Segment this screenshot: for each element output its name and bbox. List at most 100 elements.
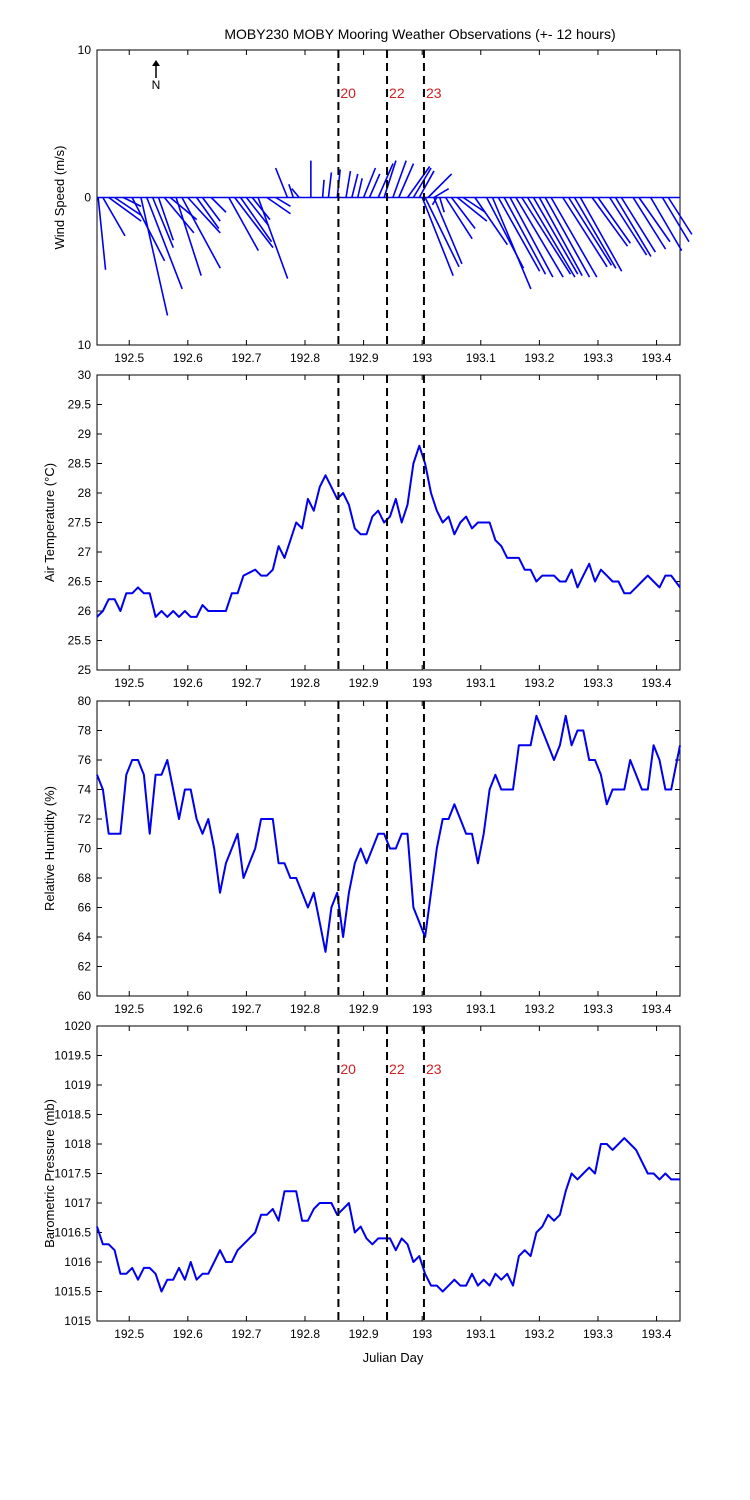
wind-stick bbox=[351, 173, 359, 198]
wind-stick bbox=[157, 197, 175, 241]
wind-stick bbox=[195, 197, 220, 229]
wind-stick bbox=[450, 197, 476, 229]
wind-stick bbox=[638, 197, 671, 243]
wind-stick bbox=[266, 196, 291, 215]
wind-stick bbox=[620, 197, 657, 253]
wind-stick bbox=[368, 173, 381, 198]
x-tick-label: 192.5 bbox=[114, 676, 144, 690]
wind-stick bbox=[573, 197, 617, 269]
x-tick-label: 193.2 bbox=[524, 1002, 554, 1016]
wind-stick bbox=[412, 167, 432, 198]
y-tick-label: 60 bbox=[78, 989, 92, 1003]
plot-frame bbox=[96, 374, 681, 671]
wind-stick bbox=[444, 197, 473, 240]
wind-stick bbox=[418, 170, 435, 198]
wind-stick bbox=[275, 196, 291, 208]
x-tick-label: 192.7 bbox=[231, 351, 261, 365]
wind-stick bbox=[108, 196, 142, 222]
y-tick-label: 28.5 bbox=[68, 457, 92, 471]
wind-stick bbox=[274, 167, 289, 198]
wind-stick bbox=[398, 163, 415, 198]
y-tick-label: 1019 bbox=[64, 1078, 91, 1092]
chart-panels: 192.5 192.6 192.7 192.8 192.9 193 193.1 193.2 19… bbox=[42, 43, 693, 1341]
wind-stick bbox=[424, 197, 460, 268]
wind-stick bbox=[579, 197, 623, 272]
wind-stick bbox=[327, 172, 333, 198]
x-tick-label: 193.1 bbox=[466, 1327, 496, 1341]
x-tick-label: 193.1 bbox=[466, 676, 496, 690]
x-tick-label: 192.9 bbox=[349, 351, 379, 365]
y-tick-label: 1016.5 bbox=[54, 1226, 91, 1240]
marker-label: 20 bbox=[340, 85, 356, 101]
wind-stick bbox=[562, 197, 608, 268]
x-tick-label: 192.7 bbox=[231, 1002, 261, 1016]
marker-label: 23 bbox=[426, 85, 442, 101]
wind-stick bbox=[491, 197, 532, 290]
y-tick-label: 62 bbox=[78, 960, 92, 974]
wind-stick bbox=[392, 160, 407, 198]
marker-label: 23 bbox=[426, 1061, 442, 1077]
y-axis-label: Air Temperature (°C) bbox=[42, 463, 57, 582]
wind-stick bbox=[614, 197, 652, 257]
wind-stick bbox=[650, 197, 683, 252]
y-tick-label: 29.5 bbox=[68, 398, 92, 412]
y-tick-label: 1016 bbox=[64, 1255, 91, 1269]
y-tick-label: 74 bbox=[78, 783, 92, 797]
wind-stick bbox=[151, 197, 175, 248]
wind-stick bbox=[175, 197, 202, 276]
y-tick-label: 26 bbox=[78, 604, 92, 618]
x-tick-label: 193.2 bbox=[524, 1327, 554, 1341]
data-series-line bbox=[96, 444, 681, 618]
wind-stick bbox=[377, 163, 394, 198]
wind-stick bbox=[597, 197, 632, 244]
wind-stick bbox=[345, 170, 352, 198]
x-tick-label: 192.6 bbox=[173, 1002, 203, 1016]
wind-stick bbox=[515, 197, 564, 278]
x-tick-label: 193.2 bbox=[524, 676, 554, 690]
x-tick-label: 192.5 bbox=[114, 1002, 144, 1016]
wind-stick bbox=[123, 196, 142, 208]
north-label: N bbox=[152, 78, 161, 92]
wind-stick bbox=[251, 197, 271, 221]
x-tick-label: 192.8 bbox=[290, 351, 320, 365]
wind-stick bbox=[503, 197, 547, 275]
x-tick-label: 192.9 bbox=[349, 676, 379, 690]
x-tick-label: 193.3 bbox=[583, 351, 613, 365]
y-tick-label: 76 bbox=[78, 753, 92, 767]
x-tick-label: 192.7 bbox=[231, 1327, 261, 1341]
x-axis-label: Julian Day bbox=[363, 1350, 424, 1365]
x-tick-label: 193.1 bbox=[466, 1002, 496, 1016]
x-tick-label: 192.7 bbox=[231, 676, 261, 690]
x-tick-label: 193 bbox=[412, 1327, 432, 1341]
wind-stick bbox=[526, 197, 576, 278]
x-tick-label: 193 bbox=[412, 1002, 432, 1016]
wind-stick bbox=[406, 166, 431, 198]
wind-stick bbox=[421, 197, 454, 276]
x-tick-label: 192.8 bbox=[290, 676, 320, 690]
y-tick-label: 29 bbox=[78, 427, 92, 441]
wind-stick bbox=[632, 197, 667, 250]
y-tick-label: 1020 bbox=[64, 1019, 91, 1033]
marker-label: 22 bbox=[389, 1061, 405, 1077]
x-tick-label: 193.4 bbox=[642, 351, 672, 365]
y-tick-label: 1015 bbox=[64, 1314, 91, 1328]
y-tick-label: 1018.5 bbox=[54, 1108, 91, 1122]
y-tick-label: 70 bbox=[78, 842, 92, 856]
x-tick-label: 193.3 bbox=[583, 1002, 613, 1016]
wind-stick bbox=[538, 197, 583, 277]
x-tick-label: 193.3 bbox=[583, 1327, 613, 1341]
marker-label: 22 bbox=[389, 85, 405, 101]
x-tick-label: 193.4 bbox=[642, 1327, 672, 1341]
wind-stick bbox=[609, 197, 648, 256]
x-tick-label: 193.1 bbox=[466, 351, 496, 365]
y-tick-label: 26.5 bbox=[68, 575, 92, 589]
wind-stick bbox=[187, 196, 221, 234]
wind-stick bbox=[532, 197, 579, 275]
wind-stick bbox=[201, 197, 221, 222]
chart-panel-1: 192.5 192.6 192.7 192.8 192.9 193 193.1 193.2 19… bbox=[52, 43, 693, 365]
x-tick-label: 192.8 bbox=[290, 1327, 320, 1341]
wind-stick bbox=[163, 196, 195, 234]
x-tick-label: 192.6 bbox=[173, 1327, 203, 1341]
y-axis-label: Wind Speed (m/s) bbox=[52, 145, 67, 249]
